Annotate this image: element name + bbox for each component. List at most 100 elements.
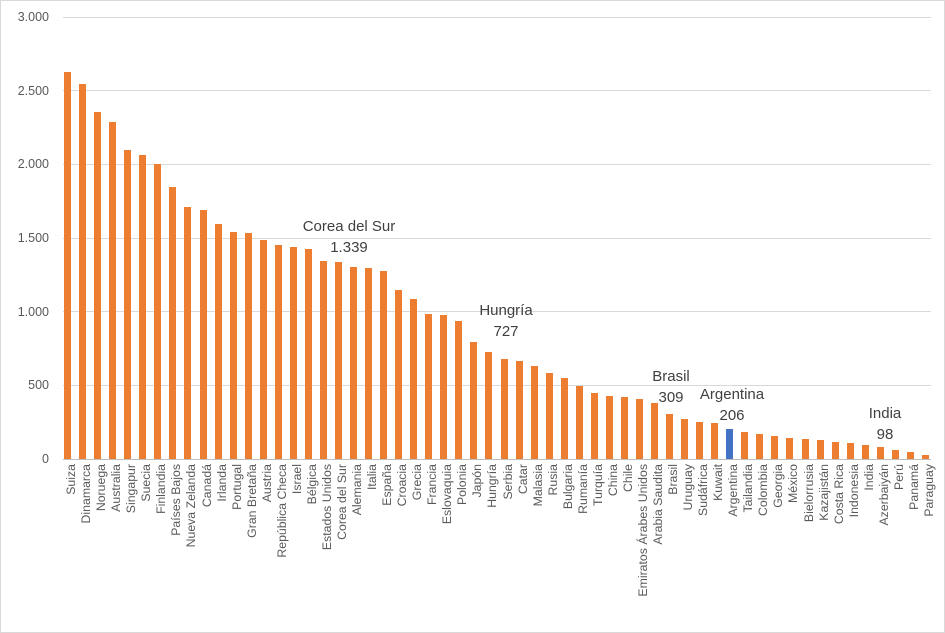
x-label-austria: Austria bbox=[259, 464, 274, 503]
bar-rusia bbox=[545, 373, 553, 459]
bar-brasil bbox=[666, 413, 673, 459]
x-label-portugal: Portugal bbox=[229, 464, 244, 510]
bar-panama bbox=[906, 451, 914, 459]
bar-azerbaiyan bbox=[876, 447, 884, 459]
bar-suiza bbox=[64, 71, 71, 459]
x-label-dinamarca: Dinamarca bbox=[79, 464, 93, 524]
x-label-mexico: México bbox=[786, 464, 801, 503]
x-label-sudafrica: Sudáfrica bbox=[696, 464, 711, 516]
bar-rumania bbox=[575, 385, 583, 459]
annotation-value: 98 bbox=[876, 426, 894, 443]
bar-kazajistan bbox=[816, 440, 824, 459]
bar-catar bbox=[515, 360, 523, 459]
bar-chile bbox=[620, 396, 628, 459]
bar-japon bbox=[470, 342, 478, 459]
gridline bbox=[63, 16, 931, 18]
bar-estados-unidos bbox=[319, 260, 327, 459]
x-label-rusia: Rusia bbox=[545, 464, 560, 496]
gridline bbox=[63, 90, 931, 92]
x-label-noruega: Noruega bbox=[94, 464, 109, 512]
x-label-irlanda: Irlanda bbox=[214, 464, 229, 502]
y-axis-label: 2.000 bbox=[17, 157, 49, 172]
bar-australia bbox=[109, 122, 117, 459]
x-label-costa-rica: Costa Rica bbox=[831, 464, 846, 525]
bar-emiratos-arabes-unidos bbox=[635, 398, 643, 459]
annotation-value: 727 bbox=[493, 323, 519, 340]
x-label-kazajistan: Kazajistán bbox=[816, 464, 831, 521]
bar-india bbox=[861, 444, 869, 459]
x-label-croacia: Croacia bbox=[395, 464, 410, 507]
x-label-republica-checa: República Checa bbox=[274, 464, 289, 558]
x-label-bielorrusia: Bielorrusia bbox=[801, 464, 816, 523]
bar-bielorrusia bbox=[801, 439, 809, 459]
y-axis-label: 1.500 bbox=[17, 231, 49, 245]
x-label-malasia: Malasia bbox=[530, 464, 545, 507]
x-label-hungria: Hungría bbox=[485, 464, 500, 508]
annotation-argentina: Argentina 206 bbox=[632, 384, 832, 426]
x-label-bulgaria: Bulgaria bbox=[560, 464, 575, 510]
gridline bbox=[63, 311, 931, 313]
bar-indonesia bbox=[846, 442, 854, 459]
x-label-paraguay: Paraguay bbox=[921, 464, 936, 517]
gridline bbox=[63, 163, 931, 165]
bar-alemania bbox=[349, 266, 357, 459]
bar-china bbox=[605, 395, 613, 459]
x-label-rumania: Rumanía bbox=[575, 464, 590, 514]
x-label-india: India bbox=[861, 464, 876, 491]
y-axis-label: 1.000 bbox=[17, 304, 49, 319]
annotation-label: India bbox=[868, 405, 902, 422]
annotation-brasil: Brasil 309 bbox=[571, 366, 771, 408]
x-label-uruguay: Uruguay bbox=[681, 464, 696, 511]
x-label-suiza: Suiza bbox=[64, 464, 78, 495]
x-label-gran-bretana: Gran Bretaña bbox=[244, 464, 259, 538]
bar-eslovaquia bbox=[440, 314, 448, 459]
gridline bbox=[63, 237, 931, 239]
x-label-colombia: Colombia bbox=[756, 464, 771, 516]
x-label-paises-bajos: Países Bajos bbox=[169, 464, 184, 536]
gridline bbox=[63, 384, 931, 386]
x-label-eslovaquia: Eslovaquia bbox=[440, 464, 455, 525]
x-label-china: China bbox=[605, 464, 620, 497]
bar-grecia bbox=[410, 298, 418, 459]
bar-sudafrica bbox=[696, 421, 704, 459]
bar-dinamarca bbox=[79, 84, 86, 459]
bar-suecia bbox=[139, 155, 147, 459]
bar-polonia bbox=[455, 321, 463, 459]
bar-serbia bbox=[500, 359, 508, 459]
annotation-label: Hungría bbox=[479, 302, 533, 319]
x-label-australia: Australia bbox=[109, 464, 124, 512]
annotation-label: Argentina bbox=[699, 386, 765, 403]
bar-austria bbox=[259, 240, 267, 459]
annotation-value: 309 bbox=[658, 389, 684, 406]
bar-malasia bbox=[530, 366, 538, 459]
bar-irlanda bbox=[214, 224, 222, 459]
bar-mexico bbox=[786, 437, 794, 459]
x-label-kuwait: Kuwait bbox=[711, 464, 726, 501]
y-axis-label: 0 bbox=[42, 452, 49, 466]
y-axis-label: 3.000 bbox=[17, 10, 49, 24]
x-label-indonesia: Indonesia bbox=[846, 464, 861, 518]
x-label-serbia: Serbia bbox=[500, 464, 515, 500]
x-label-estados-unidos: Estados Unidos bbox=[319, 464, 334, 551]
bar-uruguay bbox=[681, 419, 689, 459]
annotation-label: Brasil bbox=[652, 368, 690, 385]
x-label-tailandia: Tailandia bbox=[741, 464, 756, 513]
x-label-azerbaiyan: Azerbaiyán bbox=[876, 464, 891, 526]
bar-singapur bbox=[124, 150, 132, 459]
x-label-grecia: Grecia bbox=[410, 464, 425, 501]
x-label-alemania: Alemania bbox=[349, 464, 364, 516]
x-label-belgica: Bélgica bbox=[304, 464, 319, 505]
bar-canada bbox=[199, 210, 207, 459]
bar-croacia bbox=[395, 290, 403, 459]
x-label-peru: Perú bbox=[891, 464, 906, 490]
annotation-label: Corea del Sur bbox=[302, 218, 396, 235]
x-label-corea-del-sur: Corea del Sur bbox=[334, 464, 349, 540]
bar-peru bbox=[891, 449, 899, 459]
bar-finlandia bbox=[154, 163, 162, 459]
x-label-francia: Francia bbox=[425, 464, 440, 506]
bar-argentina bbox=[726, 428, 734, 459]
bar-republica-checa bbox=[274, 244, 282, 459]
bar-portugal bbox=[229, 232, 237, 459]
bar-noruega bbox=[94, 112, 102, 459]
